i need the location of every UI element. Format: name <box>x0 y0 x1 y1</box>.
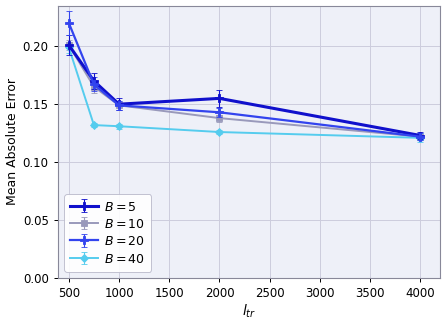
Y-axis label: Mean Absolute Error: Mean Absolute Error <box>5 78 19 205</box>
X-axis label: $l_{tr}$: $l_{tr}$ <box>242 303 256 320</box>
Legend: $B = 5$, $B = 10$, $B = 20$, $B = 40$: $B = 5$, $B = 10$, $B = 20$, $B = 40$ <box>64 194 151 272</box>
